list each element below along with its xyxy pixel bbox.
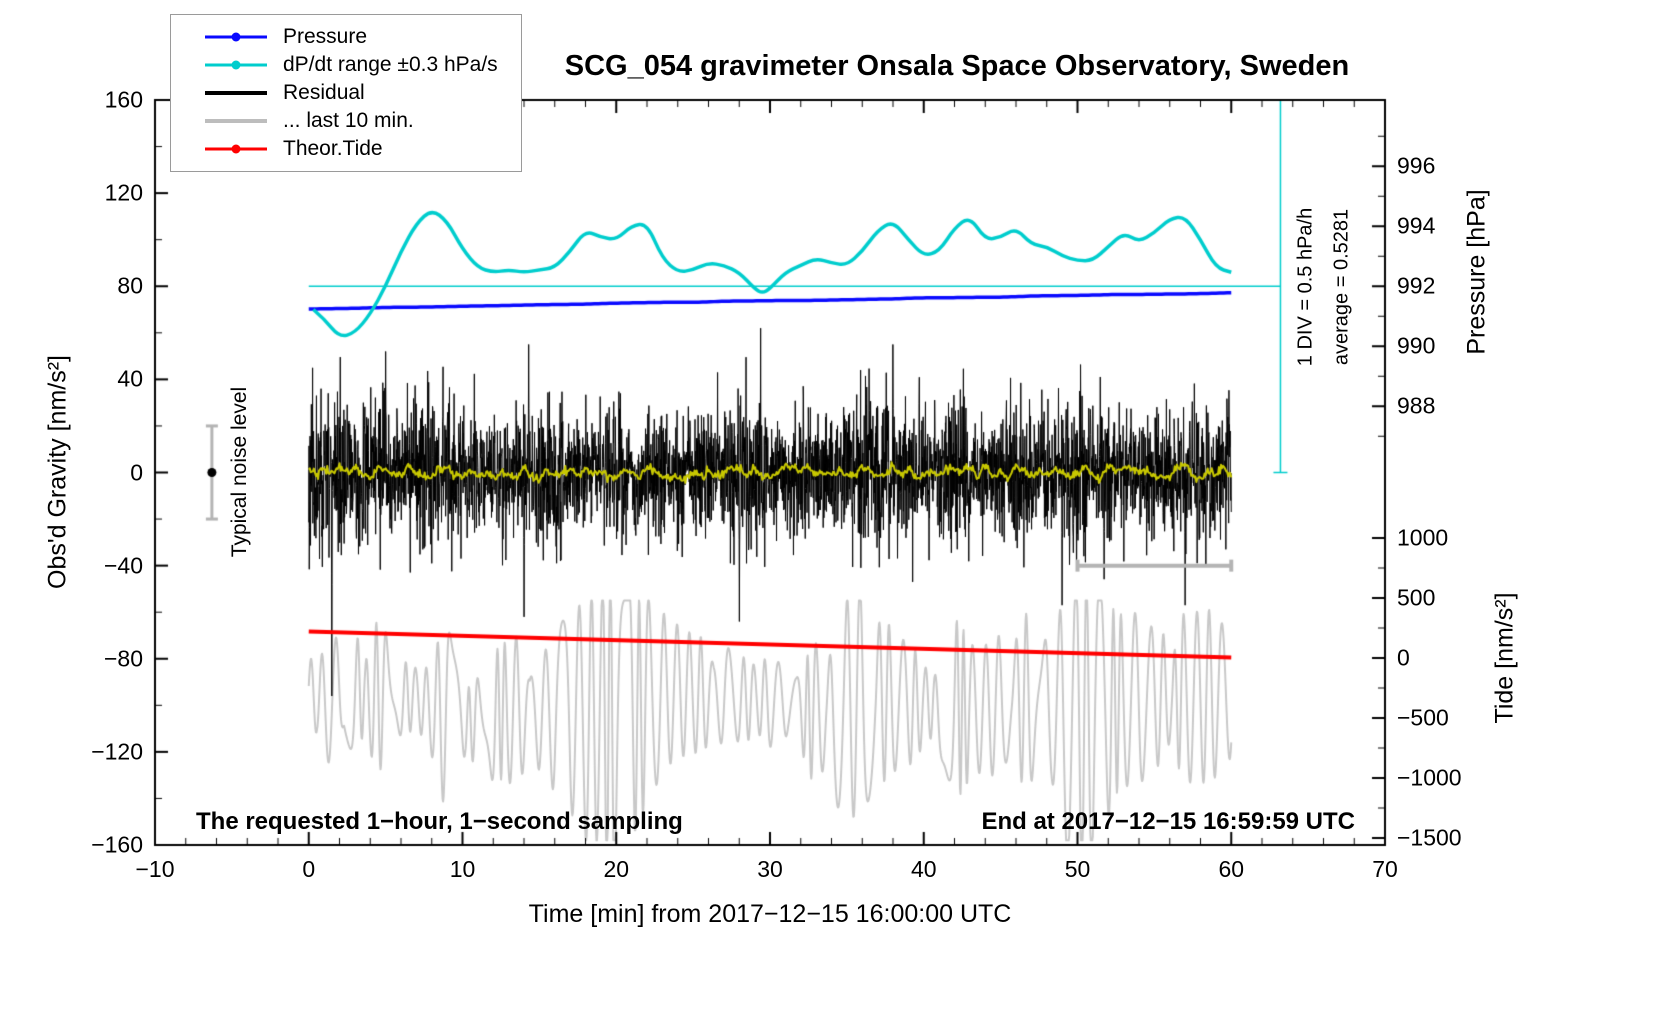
legend-item-3: ... last 10 min. (171, 107, 521, 135)
gravity-tick-label: 80 (117, 272, 143, 299)
tide-tick-label: −500 (1397, 704, 1449, 731)
tide-tick-label: 500 (1397, 584, 1436, 611)
legend-line-dot-swatch (205, 23, 267, 51)
gravity-tick-label: 40 (117, 365, 143, 392)
legend-item-0: Pressure (171, 23, 521, 51)
sampling-note: The requested 1−hour, 1−second sampling (196, 808, 683, 835)
legend-item-label: dP/dt range ±0.3 hPa/s (283, 53, 498, 76)
end-time-note: End at 2017−12−15 16:59:59 UTC (981, 808, 1355, 835)
y-axis-label-gravity: Obs'd Gravity [nm/s²] (43, 355, 72, 589)
x-tick-label: −10 (135, 856, 175, 882)
pressure-tick-label: 996 (1397, 152, 1436, 179)
legend-line-swatch (205, 107, 267, 135)
typical-noise-level-label: Typical noise level (228, 386, 251, 558)
gravity-tick-label: −80 (103, 645, 143, 672)
gravity-tick-label: −120 (91, 738, 143, 765)
legend-line-swatch (205, 79, 267, 107)
legend-item-label: Theor.Tide (283, 137, 383, 160)
legend: Pressure dP/dt range ±0.3 hPa/s Residual..… (170, 14, 522, 172)
legend-item-4: Theor.Tide (171, 135, 521, 163)
average-value-label: average = 0.5281 (1330, 208, 1353, 366)
pressure-tick-label: 988 (1397, 392, 1436, 419)
x-tick-label: 60 (1218, 856, 1245, 882)
tide-tick-label: 1000 (1397, 524, 1449, 551)
y-axis-label-pressure: Pressure [hPa] (1462, 189, 1491, 355)
x-tick-label: 40 (910, 856, 937, 882)
x-tick-label: 70 (1372, 856, 1398, 882)
legend-line-dot-swatch (205, 135, 267, 163)
y-axis-label-tide: Tide [nm/s²] (1490, 592, 1519, 724)
chart-title: SCG_054 gravimeter Onsala Space Observat… (564, 50, 1350, 82)
x-tick-label: 0 (302, 856, 316, 882)
legend-item-2: Residual (171, 79, 521, 107)
tide-tick-label: −1000 (1397, 764, 1462, 791)
gravity-tick-label: 0 (130, 459, 143, 485)
div-scale-label: 1 DIV = 0.5 hPa/h (1294, 207, 1317, 367)
legend-line-dot-swatch (205, 51, 267, 79)
gravity-tick-label: 160 (104, 86, 143, 113)
legend-item-1: dP/dt range ±0.3 hPa/s (171, 51, 521, 79)
tide-tick-label: 0 (1397, 644, 1410, 671)
x-axis-label: Time [min] from 2017−12−15 16:00:00 UTC (528, 900, 1012, 928)
x-tick-label: 10 (449, 856, 476, 882)
x-tick-label: 30 (757, 856, 783, 882)
x-tick-label: 20 (603, 856, 630, 882)
legend-item-label: Residual (283, 81, 365, 104)
gravity-tick-label: 120 (104, 179, 143, 206)
x-tick-label: 50 (1064, 856, 1091, 882)
legend-item-label: ... last 10 min. (283, 109, 414, 132)
tide-tick-label: −1500 (1397, 824, 1462, 851)
pressure-tick-label: 994 (1397, 212, 1436, 239)
gravity-tick-label: −160 (91, 831, 143, 858)
gravity-tick-label: −40 (103, 552, 143, 579)
pressure-tick-label: 992 (1397, 272, 1436, 299)
pressure-tick-label: 990 (1397, 332, 1436, 359)
legend-item-label: Pressure (283, 25, 368, 48)
